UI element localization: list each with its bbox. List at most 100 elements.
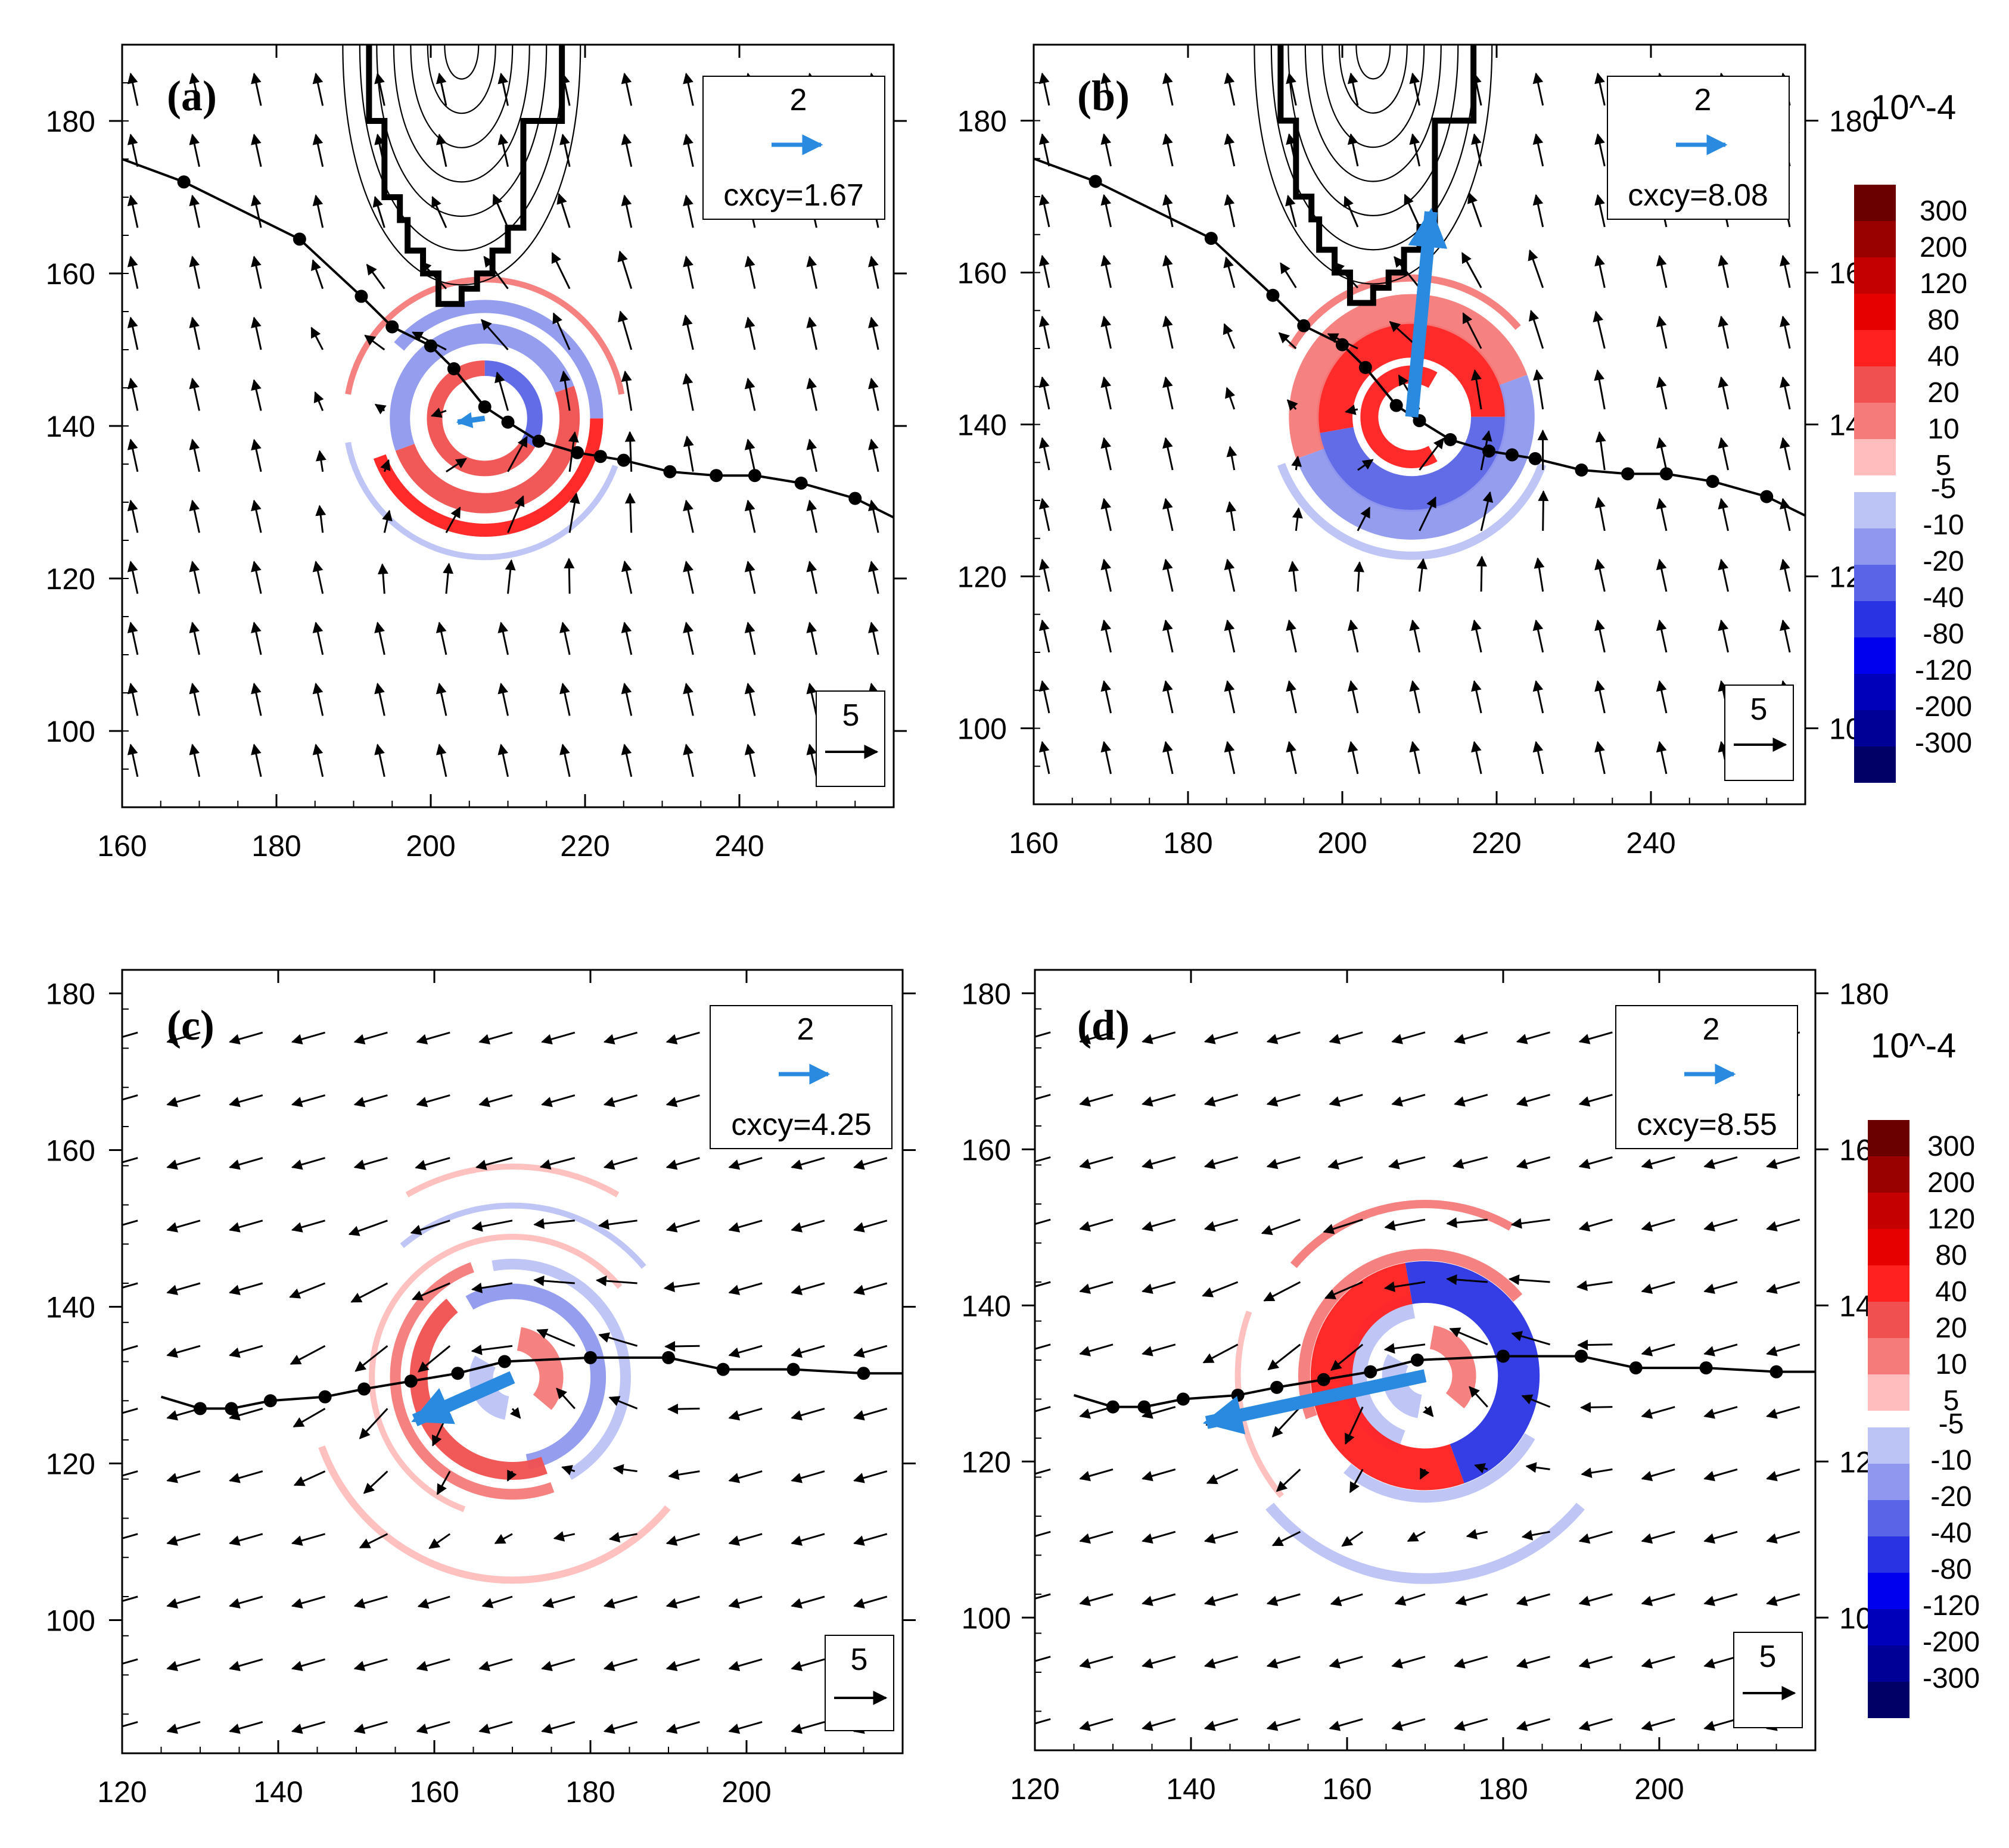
wind-vector — [1100, 558, 1112, 592]
wind-vector — [683, 499, 694, 533]
wind-vector — [229, 1721, 263, 1734]
wind-vector — [443, 562, 454, 594]
wind-vector — [806, 621, 817, 655]
vorticity-band — [1289, 294, 1528, 459]
wind-vector — [251, 72, 262, 106]
wind-vector — [1079, 1718, 1114, 1731]
colorbar-swatch-neg — [1854, 565, 1896, 601]
wind-vector — [1266, 1656, 1301, 1669]
wind-vector — [1261, 1218, 1301, 1236]
colorbar-swatch-pos — [1868, 1120, 1910, 1156]
wind-vector — [481, 319, 509, 350]
legend-value-a: 2 — [790, 83, 807, 117]
legend-value-c: 2 — [797, 1012, 814, 1047]
wind-vector — [416, 1094, 450, 1107]
track-point — [1089, 175, 1102, 188]
colorbar-label: -200 — [1915, 691, 1972, 723]
x-tick-label: 160 — [1009, 826, 1058, 860]
colorbar-swatch-neg — [1868, 1645, 1910, 1682]
wind-vector — [430, 407, 447, 418]
wind-vector — [127, 621, 139, 655]
wind-vector — [1266, 1156, 1301, 1169]
wind-vector — [553, 1531, 576, 1542]
x-tick-label: 120 — [97, 1775, 147, 1809]
wind-vector — [1100, 619, 1112, 653]
wind-vector — [1594, 741, 1606, 774]
wind-vector — [1656, 680, 1668, 714]
wind-vector — [853, 1470, 888, 1483]
wind-vector — [1528, 249, 1544, 288]
wind-vector — [1162, 497, 1174, 531]
wind-vector — [541, 1031, 576, 1045]
wind-vector — [497, 743, 509, 777]
wind-vector — [1703, 1530, 1738, 1544]
wind-vector — [1533, 369, 1544, 410]
wind-vector — [374, 743, 385, 777]
wind-vector — [1035, 1530, 1051, 1538]
wind-vector — [1271, 1406, 1301, 1438]
wind-vector — [1324, 1281, 1363, 1299]
wind-vector — [556, 192, 571, 228]
wind-vector — [598, 1332, 638, 1347]
wind-vector — [1511, 1331, 1551, 1346]
wind-vector — [791, 1282, 825, 1295]
wind-vector — [1656, 254, 1668, 288]
wind-vector — [122, 1658, 138, 1665]
wind-vector — [229, 1658, 263, 1672]
track-point — [1266, 288, 1280, 302]
wind-vector — [806, 499, 817, 533]
wind-vector — [1766, 1218, 1800, 1232]
wind-vector — [667, 1404, 700, 1415]
wind-vector — [353, 1595, 388, 1609]
wind-vector — [1286, 680, 1297, 714]
x-tick-label: 160 — [1322, 1772, 1372, 1806]
wind-vector — [229, 1219, 263, 1233]
wind-vector — [1286, 72, 1297, 106]
wind-vector — [380, 459, 391, 472]
wind-vector — [1594, 558, 1606, 592]
wind-vector — [1581, 1467, 1613, 1478]
panel-a: 160 180 200 220 240 100 120 140 160 180 (a) 2 cxc… — [46, 43, 907, 863]
wind-vector — [1641, 1218, 1675, 1232]
wind-vector — [1162, 376, 1174, 410]
vorticity-band — [1265, 1502, 1585, 1584]
wind-vector — [229, 1345, 263, 1358]
wind-vector — [559, 682, 571, 716]
wind-vector — [1203, 1718, 1239, 1731]
wind-vector — [251, 133, 262, 167]
wind-vector — [1594, 72, 1606, 106]
y-tick-label-left: 180 — [962, 977, 1011, 1010]
wind-vector — [1286, 741, 1297, 774]
wind-vector — [1383, 1343, 1426, 1354]
wind-vector — [291, 1094, 326, 1107]
terrain-contour — [359, 45, 564, 251]
wind-vector — [595, 1275, 637, 1287]
track-point — [293, 232, 306, 246]
wind-vector — [853, 1595, 888, 1609]
y-tick-label: 180 — [1829, 105, 1879, 138]
wind-vector — [1162, 437, 1174, 471]
wind-vector — [1162, 315, 1174, 349]
wind-vector — [682, 373, 694, 411]
colorbar-swatch-pos — [1868, 1156, 1910, 1193]
wind-vector — [682, 314, 694, 350]
wind-vector — [229, 1407, 263, 1421]
wind-vector — [1508, 1274, 1550, 1286]
wind-vector — [1226, 501, 1237, 531]
wind-vector — [853, 1345, 888, 1358]
wind-vector — [1594, 254, 1606, 288]
track-point — [1389, 399, 1403, 412]
colorbar-swatch-neg — [1854, 674, 1896, 710]
wind-vector — [1162, 133, 1174, 167]
x-tick-label: 140 — [253, 1775, 303, 1809]
wind-vector — [559, 72, 571, 106]
x-tick-label: 180 — [1478, 1772, 1528, 1806]
track-point — [354, 290, 368, 303]
wind-vector — [1100, 741, 1112, 774]
x-tick-label: 200 — [1317, 826, 1367, 860]
track-point — [1497, 1349, 1510, 1363]
wind-vector — [744, 438, 756, 472]
track-point — [1621, 467, 1635, 481]
wind-vector — [1641, 1156, 1675, 1169]
